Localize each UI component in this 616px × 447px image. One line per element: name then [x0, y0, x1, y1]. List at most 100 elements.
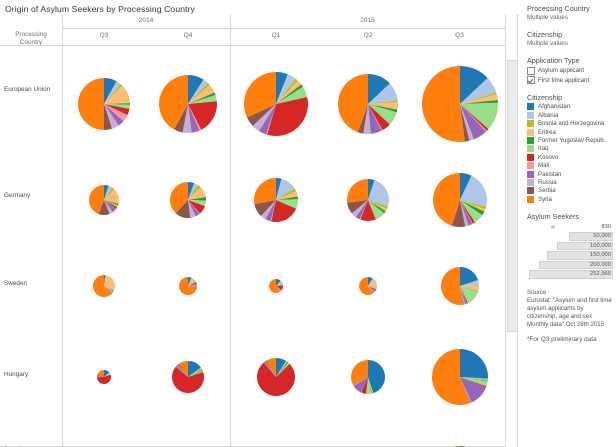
- pie-slice-eritrea[interactable]: [188, 278, 196, 286]
- pie-slice-serbia[interactable]: [276, 286, 281, 292]
- pie-slice-iraq[interactable]: [276, 283, 283, 286]
- legend-item-mali[interactable]: Mali: [527, 162, 613, 170]
- pie-slice-russia[interactable]: [260, 200, 276, 220]
- pie-slice-iraq[interactable]: [368, 104, 397, 125]
- pie-slice-afghanistan[interactable]: [276, 72, 288, 104]
- pie-slice-kosovo[interactable]: [104, 286, 114, 292]
- pie-slice-kosovo[interactable]: [460, 200, 476, 224]
- pie-slice-eritrea[interactable]: [276, 191, 298, 200]
- pie-slice-bosnia-and-herzegovina[interactable]: [188, 185, 201, 200]
- pie-slice-pakistan[interactable]: [353, 377, 368, 393]
- pie-slice-serbia[interactable]: [98, 200, 110, 215]
- pie-slice-pakistan[interactable]: [276, 286, 282, 292]
- quarter-header-3[interactable]: Q2: [363, 32, 373, 39]
- pie-slice-former-yugoslav-repub-[interactable]: [188, 92, 216, 104]
- pie-slice-serbia[interactable]: [177, 364, 188, 377]
- pie-slice-russia[interactable]: [97, 375, 104, 377]
- filter-processing-country[interactable]: Processing Country Multiple values: [527, 4, 613, 21]
- pie-slice-afghanistan[interactable]: [188, 182, 195, 200]
- pie-slice-albania[interactable]: [460, 280, 479, 286]
- pie-slice-eritrea[interactable]: [276, 361, 288, 377]
- legend-item-afghanistan[interactable]: Afghanistan: [527, 103, 613, 111]
- pie-slice-pakistan[interactable]: [368, 104, 382, 134]
- pie-slice-former-yugoslav-repub-[interactable]: [104, 373, 111, 377]
- pie-slice-bosnia-and-herzegovina[interactable]: [460, 284, 479, 286]
- pie-slice-pakistan[interactable]: [104, 286, 114, 293]
- pie-slice-bosnia-and-herzegovina[interactable]: [368, 377, 373, 394]
- pie-slice-afghanistan[interactable]: [460, 349, 488, 379]
- pie-slice-afghanistan[interactable]: [460, 66, 488, 104]
- pie-hungary-2015-Q3[interactable]: [431, 348, 489, 406]
- pie-slice-eritrea[interactable]: [104, 189, 119, 204]
- pie-slice-syria[interactable]: [422, 66, 465, 142]
- pie-slice-bosnia-and-herzegovina[interactable]: [276, 281, 282, 286]
- pie-slice-eritrea[interactable]: [104, 85, 130, 104]
- pie-slice-iraq[interactable]: [104, 286, 115, 291]
- pie-slice-pakistan[interactable]: [97, 376, 104, 378]
- pie-germany-2015-Q2[interactable]: [346, 178, 390, 222]
- legend-item-eritrea[interactable]: Eritrea: [527, 128, 613, 136]
- pie-slice-mali[interactable]: [175, 366, 188, 377]
- pie-slice-serbia[interactable]: [460, 104, 470, 142]
- pie-slice-afghanistan[interactable]: [104, 370, 110, 377]
- pie-slice-former-yugoslav-repub-[interactable]: [104, 286, 115, 291]
- pie-slice-afghanistan[interactable]: [460, 173, 472, 200]
- viz-vertical-scrollbar[interactable]: [505, 14, 518, 447]
- pie-slice-pakistan[interactable]: [258, 104, 276, 135]
- pie-slice-afghanistan[interactable]: [188, 277, 192, 286]
- pie-slice-syria[interactable]: [338, 74, 368, 133]
- pie-slice-afghanistan[interactable]: [276, 358, 287, 377]
- pie-slice-afghanistan[interactable]: [368, 277, 373, 286]
- pie-slice-albania[interactable]: [188, 183, 199, 200]
- pie-slice-iraq[interactable]: [460, 377, 488, 387]
- pie-sweden-2014-Q4[interactable]: [178, 276, 198, 296]
- pie-slice-eritrea[interactable]: [104, 373, 111, 377]
- pie-slice-russia[interactable]: [104, 104, 119, 129]
- pie-germany-2015-Q3[interactable]: [432, 172, 488, 228]
- pie-slice-pakistan[interactable]: [188, 200, 200, 217]
- pie-slice-bosnia-and-herzegovina[interactable]: [460, 377, 488, 381]
- pie-slice-bosnia-and-herzegovina[interactable]: [188, 82, 210, 104]
- pie-slice-russia[interactable]: [363, 104, 371, 134]
- pie-slice-former-yugoslav-repub-[interactable]: [276, 84, 304, 104]
- pie-slice-serbia[interactable]: [451, 200, 466, 227]
- pie-slice-kosovo[interactable]: [188, 200, 205, 214]
- pie-slice-iraq[interactable]: [188, 280, 197, 286]
- pie-slice-pakistan[interactable]: [175, 365, 188, 377]
- pie-sweden-2014-Q3[interactable]: [92, 274, 116, 298]
- pie-slice-pakistan[interactable]: [263, 361, 276, 377]
- size-legend-row-4[interactable]: 200,000: [527, 260, 613, 271]
- pie-slice-albania[interactable]: [368, 377, 374, 394]
- app-type-option-0[interactable]: Asylum applicant: [527, 66, 613, 75]
- pie-slice-albania[interactable]: [276, 178, 295, 200]
- pie-slice-afghanistan[interactable]: [188, 361, 201, 377]
- pie-slice-albania[interactable]: [276, 280, 282, 286]
- pie-slice-pakistan[interactable]: [460, 286, 467, 305]
- pie-slice-iraq[interactable]: [276, 86, 308, 104]
- pie-slice-syria[interactable]: [433, 173, 460, 226]
- pie-slice-serbia[interactable]: [247, 104, 276, 126]
- pie-slice-afghanistan[interactable]: [104, 78, 117, 104]
- pie-slice-mali[interactable]: [460, 200, 473, 224]
- pie-slice-albania[interactable]: [104, 372, 110, 377]
- pie-slice-serbia[interactable]: [460, 377, 471, 404]
- pie-hungary-2015-Q2[interactable]: [350, 359, 386, 395]
- year-header-2014[interactable]: 2014: [138, 17, 154, 24]
- pie-germany-2014-Q4[interactable]: [169, 181, 207, 219]
- pie-slice-syria[interactable]: [88, 185, 104, 214]
- pie-slice-eritrea[interactable]: [188, 369, 203, 377]
- pie-slice-russia[interactable]: [264, 361, 276, 377]
- pie-slice-pakistan[interactable]: [460, 104, 487, 140]
- pie-slice-eritrea[interactable]: [188, 84, 215, 104]
- pie-slice-serbia[interactable]: [368, 286, 374, 294]
- legend-item-albania[interactable]: Albania: [527, 111, 613, 119]
- pie-slice-russia[interactable]: [460, 286, 465, 305]
- pie-slice-kosovo[interactable]: [172, 366, 204, 393]
- legend-item-kosovo[interactable]: Kosovo: [527, 153, 613, 161]
- pie-slice-syria[interactable]: [178, 361, 188, 377]
- pie-slice-russia[interactable]: [460, 104, 474, 141]
- pie-slice-former-yugoslav-repub-[interactable]: [188, 280, 196, 286]
- pie-slice-serbia[interactable]: [97, 374, 104, 377]
- row-label-sweden[interactable]: Sweden: [4, 280, 28, 287]
- pie-slice-mali[interactable]: [104, 200, 116, 210]
